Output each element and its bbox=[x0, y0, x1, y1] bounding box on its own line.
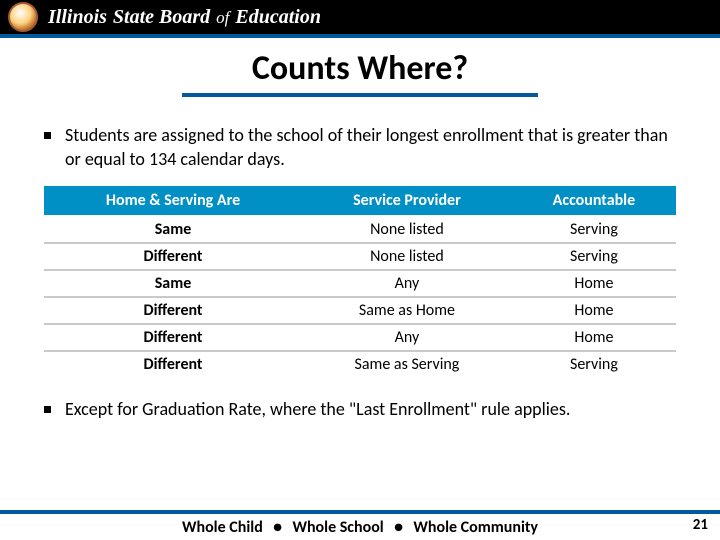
table-cell: None listed bbox=[302, 216, 512, 243]
org-word: Illinois bbox=[48, 6, 107, 29]
table-row: DifferentSame as HomeHome bbox=[44, 297, 676, 324]
table-cell: Same bbox=[44, 270, 302, 297]
bullet-text: Students are assigned to the school of t… bbox=[65, 123, 676, 172]
table-header-row: Home & Serving Are Service Provider Acco… bbox=[44, 186, 676, 216]
accountability-table: Home & Serving Are Service Provider Acco… bbox=[44, 186, 676, 377]
table-cell: Any bbox=[302, 324, 512, 351]
table-row: SameAnyHome bbox=[44, 270, 676, 297]
table-cell: Serving bbox=[512, 351, 676, 377]
separator-icon: ● bbox=[394, 518, 404, 537]
table-cell: Home bbox=[512, 324, 676, 351]
table-cell: Home bbox=[512, 270, 676, 297]
header-bar: Illinois State Board of Education bbox=[0, 0, 720, 38]
org-word: State Board bbox=[113, 6, 210, 29]
org-name: Illinois State Board of Education bbox=[48, 6, 321, 29]
table-cell: None listed bbox=[302, 243, 512, 270]
table-cell: Any bbox=[302, 270, 512, 297]
state-seal-icon bbox=[8, 2, 38, 32]
table-cell: Different bbox=[44, 243, 302, 270]
table-cell: Different bbox=[44, 351, 302, 377]
slide-title: Counts Where? bbox=[182, 48, 538, 97]
slide: Illinois State Board of Education Counts… bbox=[0, 0, 720, 540]
table-cell: Same bbox=[44, 216, 302, 243]
table-cell: Serving bbox=[512, 216, 676, 243]
page-number: 21 bbox=[693, 516, 708, 534]
footer-part: Whole Child bbox=[182, 518, 263, 537]
separator-icon: ● bbox=[273, 518, 283, 537]
bullet-icon bbox=[44, 132, 51, 139]
org-word: Education bbox=[235, 6, 321, 29]
table-cell: Same as Home bbox=[302, 297, 512, 324]
table-row: DifferentSame as ServingServing bbox=[44, 351, 676, 377]
table-row: DifferentAnyHome bbox=[44, 324, 676, 351]
bullet-item: Students are assigned to the school of t… bbox=[44, 123, 676, 172]
col-header: Service Provider bbox=[302, 186, 512, 216]
slide-body: Students are assigned to the school of t… bbox=[0, 97, 720, 421]
table-row: SameNone listedServing bbox=[44, 216, 676, 243]
footer-bar: Whole Child ● Whole School ● Whole Commu… bbox=[0, 510, 720, 540]
col-header: Accountable bbox=[512, 186, 676, 216]
bullet-icon bbox=[44, 406, 51, 413]
table-cell: Different bbox=[44, 324, 302, 351]
bullet-item: Except for Graduation Rate, where the "L… bbox=[44, 397, 676, 421]
table-cell: Different bbox=[44, 297, 302, 324]
table-cell: Home bbox=[512, 297, 676, 324]
table-row: DifferentNone listedServing bbox=[44, 243, 676, 270]
bullet-text: Except for Graduation Rate, where the "L… bbox=[65, 397, 676, 421]
table-cell: Same as Serving bbox=[302, 351, 512, 377]
org-word: of bbox=[216, 8, 229, 28]
col-header: Home & Serving Are bbox=[44, 186, 302, 216]
footer-part: Whole Community bbox=[413, 518, 538, 537]
title-wrap: Counts Where? bbox=[0, 48, 720, 97]
table-cell: Serving bbox=[512, 243, 676, 270]
footer-part: Whole School bbox=[292, 518, 383, 537]
